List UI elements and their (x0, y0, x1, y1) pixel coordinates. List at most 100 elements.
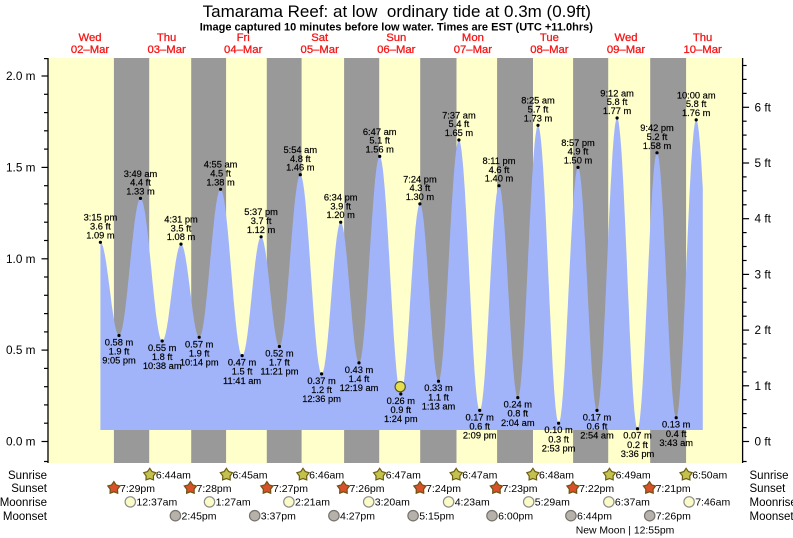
svg-text:1.0 m: 1.0 m (6, 252, 36, 266)
svg-text:09–Mar: 09–Mar (607, 44, 646, 56)
svg-text:1.73 m: 1.73 m (524, 113, 553, 123)
svg-text:10:38 am: 10:38 am (143, 361, 182, 371)
svg-text:1.5 m: 1.5 m (6, 160, 36, 174)
svg-text:7:29pm: 7:29pm (120, 483, 155, 495)
svg-text:7:37 am: 7:37 am (442, 110, 476, 120)
svg-text:3.9 ft: 3.9 ft (330, 201, 351, 211)
svg-text:3:43 am: 3:43 am (659, 438, 693, 448)
svg-text:06–Mar: 06–Mar (377, 44, 416, 56)
svg-text:10:00 am: 10:00 am (677, 90, 716, 100)
svg-text:7:26pm: 7:26pm (350, 483, 385, 495)
svg-text:7:22pm: 7:22pm (579, 483, 614, 495)
svg-text:1.12 m: 1.12 m (247, 225, 276, 235)
svg-text:Sun: Sun (386, 32, 406, 44)
svg-text:6:49am: 6:49am (616, 470, 651, 482)
svg-text:Moonset: Moonset (750, 511, 793, 523)
svg-text:1.4 ft: 1.4 ft (349, 374, 370, 384)
svg-text:2.0 m: 2.0 m (6, 69, 36, 83)
svg-text:5.8 ft: 5.8 ft (607, 97, 628, 107)
svg-text:7:23pm: 7:23pm (503, 483, 538, 495)
svg-text:0.3 ft: 0.3 ft (548, 434, 569, 444)
svg-text:0.24 m: 0.24 m (504, 400, 533, 410)
svg-text:6:50am: 6:50am (692, 470, 727, 482)
svg-text:0.17 m: 0.17 m (465, 412, 494, 422)
svg-text:Sunrise: Sunrise (8, 470, 47, 482)
svg-text:0.8 ft: 0.8 ft (507, 409, 528, 419)
svg-text:Wed: Wed (614, 32, 637, 44)
svg-text:2 ft: 2 ft (755, 323, 772, 337)
svg-text:6:44am: 6:44am (156, 470, 191, 482)
svg-text:1:13 am: 1:13 am (422, 401, 456, 411)
svg-text:1.1 ft: 1.1 ft (428, 392, 449, 402)
svg-text:1.50 m: 1.50 m (564, 155, 593, 165)
svg-text:6:46am: 6:46am (309, 470, 344, 482)
svg-text:5:37 pm: 5:37 pm (244, 207, 278, 217)
svg-text:1.5 ft: 1.5 ft (232, 367, 253, 377)
svg-text:03–Mar: 03–Mar (147, 44, 186, 56)
svg-text:5.4 ft: 5.4 ft (449, 119, 470, 129)
svg-text:New Moon | 12:55pm: New Moon | 12:55pm (576, 526, 675, 537)
svg-text:8:11 pm: 8:11 pm (483, 156, 516, 166)
svg-text:5.8 ft: 5.8 ft (686, 99, 707, 109)
svg-text:02–Mar: 02–Mar (71, 44, 110, 56)
svg-text:4 ft: 4 ft (755, 212, 772, 226)
svg-text:07–Mar: 07–Mar (454, 44, 493, 56)
svg-text:6:45am: 6:45am (233, 470, 268, 482)
svg-text:1.30 m: 1.30 m (406, 192, 435, 202)
svg-text:7:24pm: 7:24pm (426, 483, 461, 495)
svg-text:6:48am: 6:48am (539, 470, 574, 482)
svg-text:1.2 ft: 1.2 ft (311, 385, 332, 395)
svg-text:05–Mar: 05–Mar (301, 44, 340, 56)
svg-text:0.57 m: 0.57 m (185, 339, 214, 349)
svg-text:4.3 ft: 4.3 ft (410, 183, 431, 193)
svg-text:0.10 m: 0.10 m (544, 425, 573, 435)
svg-text:Tamarama Reef: at low ordinar: Tamarama Reef: at low ordinary tide at 0… (203, 2, 591, 21)
svg-text:6 ft: 6 ft (755, 100, 772, 114)
svg-text:0.4 ft: 0.4 ft (666, 429, 687, 439)
svg-text:1.65 m: 1.65 m (445, 128, 474, 138)
svg-text:0.9 ft: 0.9 ft (390, 405, 411, 415)
svg-text:Thu: Thu (693, 32, 712, 44)
svg-text:4.6 ft: 4.6 ft (489, 165, 510, 175)
svg-text:11:21 pm: 11:21 pm (260, 367, 298, 377)
svg-text:Sunset: Sunset (750, 483, 787, 495)
svg-text:3:37pm: 3:37pm (261, 511, 296, 523)
svg-text:1.9 ft: 1.9 ft (109, 347, 130, 357)
svg-text:1.38 m: 1.38 m (206, 177, 235, 187)
svg-text:4:55 am: 4:55 am (204, 160, 238, 170)
svg-text:1.77 m: 1.77 m (603, 106, 632, 116)
svg-text:6:44pm: 6:44pm (577, 511, 612, 523)
svg-text:7:21pm: 7:21pm (656, 483, 691, 495)
svg-text:12:37am: 12:37am (136, 497, 177, 509)
svg-text:3:49 am: 3:49 am (124, 169, 158, 179)
svg-text:12:19 am: 12:19 am (340, 383, 379, 393)
svg-text:4.4 ft: 4.4 ft (130, 178, 151, 188)
svg-text:0.43 m: 0.43 m (345, 365, 374, 375)
svg-text:6:47 am: 6:47 am (363, 127, 397, 137)
svg-text:2:53 pm: 2:53 pm (542, 443, 576, 453)
svg-text:1 ft: 1 ft (755, 379, 772, 393)
svg-text:1.8 ft: 1.8 ft (152, 352, 173, 362)
svg-text:Thu: Thu (157, 32, 176, 44)
svg-text:7:24 pm: 7:24 pm (403, 174, 437, 184)
svg-text:Sunset: Sunset (11, 483, 48, 495)
svg-text:10:14 pm: 10:14 pm (180, 358, 219, 368)
svg-text:4.8 ft: 4.8 ft (290, 154, 311, 164)
svg-text:0.6 ft: 0.6 ft (587, 422, 608, 432)
svg-text:7:46am: 7:46am (695, 497, 730, 509)
svg-text:12:36 pm: 12:36 pm (302, 394, 341, 404)
svg-text:Sunrise: Sunrise (750, 470, 789, 482)
svg-text:Tue: Tue (540, 32, 559, 44)
svg-text:9:05 pm: 9:05 pm (102, 356, 136, 366)
svg-text:1.33 m: 1.33 m (126, 186, 155, 196)
svg-text:6:47am: 6:47am (462, 470, 497, 482)
svg-text:1:27am: 1:27am (216, 497, 251, 509)
svg-text:7:28pm: 7:28pm (197, 483, 232, 495)
svg-text:8:57 pm: 8:57 pm (561, 138, 595, 148)
svg-text:0.37 m: 0.37 m (307, 376, 336, 386)
svg-text:2:04 am: 2:04 am (501, 418, 535, 428)
svg-text:0.17 m: 0.17 m (583, 412, 612, 422)
svg-text:5.2 ft: 5.2 ft (647, 132, 668, 142)
svg-text:Moonrise: Moonrise (750, 497, 793, 509)
svg-text:2:09 pm: 2:09 pm (463, 431, 497, 441)
